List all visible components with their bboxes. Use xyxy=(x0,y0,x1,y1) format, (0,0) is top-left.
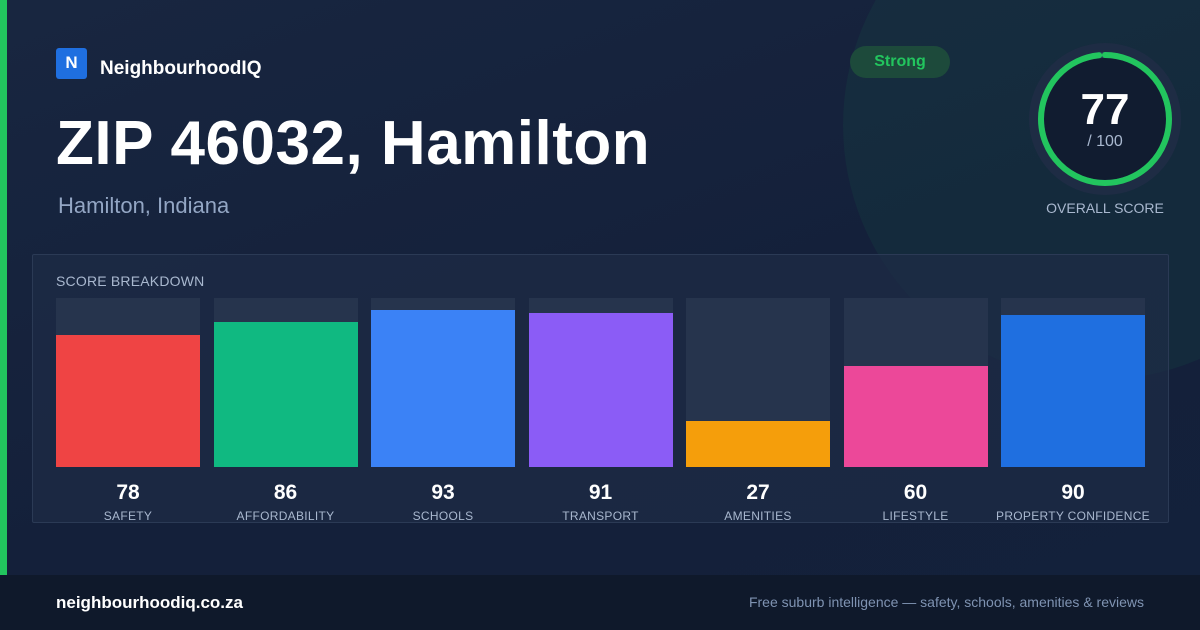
bar-label: PROPERTY CONFIDENCE xyxy=(996,509,1150,523)
bar-value: 27 xyxy=(746,481,770,504)
footer-domain: neighbourhoodiq.co.za xyxy=(56,593,243,612)
bar-track xyxy=(686,298,830,467)
bar-fill xyxy=(686,421,830,467)
bar-label: SAFETY xyxy=(103,509,153,523)
bar-label: TRANSPORT xyxy=(562,509,639,523)
bar-fill xyxy=(1001,315,1145,467)
overall-score-ring: 77 / 100 xyxy=(1029,43,1181,195)
breakdown-title: SCORE BREAKDOWN xyxy=(56,273,205,289)
bar-fill xyxy=(56,335,200,467)
bar-fill xyxy=(213,322,358,467)
score-ring-graphic xyxy=(1038,52,1172,186)
overall-score-max: / 100 xyxy=(1087,133,1123,150)
bar-value: 93 xyxy=(431,481,455,504)
bar-track xyxy=(843,298,988,467)
overall-score-value: 77 xyxy=(1080,85,1130,134)
page-title: ZIP 46032, Hamilton xyxy=(56,109,651,178)
score-breakdown-panel: SCORE BREAKDOWN 78 SAFETY 86 AFFORDABILITY 9… xyxy=(32,254,1169,523)
overall-score-caption: OVERALL SCORE xyxy=(1046,200,1164,216)
footer: neighbourhoodiq.co.za Free suburb intell… xyxy=(0,575,1200,630)
bar-fill xyxy=(843,366,988,467)
score-ring-progress xyxy=(1038,52,1172,186)
status-badge: Strong xyxy=(850,46,950,78)
bar-value: 91 xyxy=(588,481,613,504)
bar-label: LIFESTYLE xyxy=(882,509,949,523)
brand: N NeighbourhoodIQ xyxy=(56,46,261,80)
bar-track xyxy=(56,298,200,467)
footer-tagline: Free suburb intelligence — safety, schoo… xyxy=(748,594,1144,610)
bar-track xyxy=(528,298,673,467)
bar-fill xyxy=(528,313,673,467)
bar-label: AMENITIES xyxy=(724,509,792,523)
bar-value: 60 xyxy=(903,481,928,504)
bar-label: AFFORDABILITY xyxy=(236,509,335,523)
location-subtitle: Hamilton, Indiana xyxy=(58,193,230,218)
brand-name: NeighbourhoodIQ xyxy=(100,58,262,79)
bar-track xyxy=(1001,298,1145,467)
accent-bar xyxy=(0,0,7,575)
n-logo-icon: N xyxy=(56,47,87,79)
bar-value: 90 xyxy=(1061,481,1085,504)
bar-value: 78 xyxy=(116,481,140,504)
bar-fill xyxy=(371,310,515,467)
bar-track xyxy=(213,298,358,467)
bar-track xyxy=(371,298,515,467)
bar-value: 86 xyxy=(273,481,298,504)
bar-label: SCHOOLS xyxy=(412,509,474,523)
